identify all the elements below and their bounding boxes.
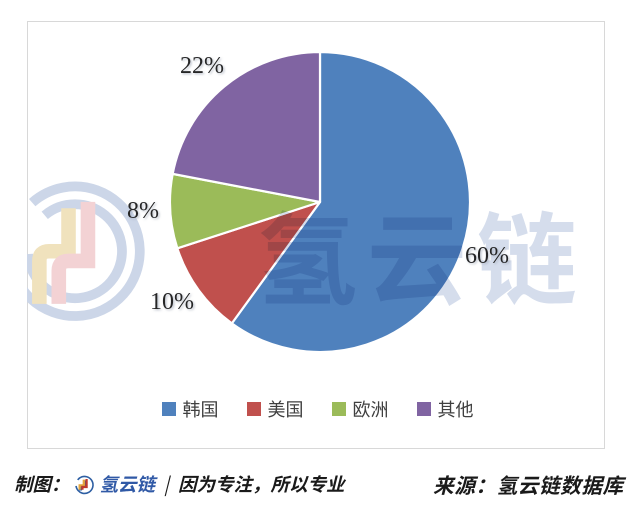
svg-text:10%: 10%: [150, 289, 194, 315]
svg-text:8%: 8%: [127, 198, 159, 224]
svg-text:60%: 60%: [465, 243, 509, 269]
svg-text:22%: 22%: [180, 53, 224, 79]
